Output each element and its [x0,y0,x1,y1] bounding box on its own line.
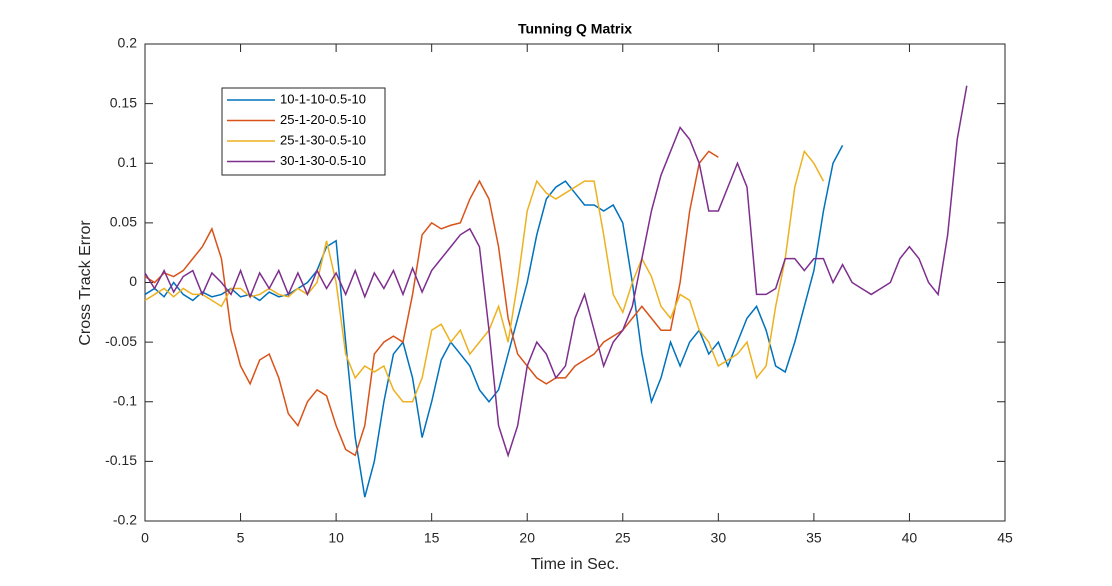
x-tick-label: 10 [328,530,344,546]
series-line [144,85,968,458]
x-tick-label: 0 [141,530,149,546]
y-tick-label: 0.15 [110,94,137,110]
x-tick-label: 20 [519,530,535,546]
legend: 10-1-10-0.5-10 25-1-20-0.5-10 25-1-30-0.5-… [221,87,386,176]
axes-box [144,43,1006,522]
y-tick-label: 0.05 [110,214,137,230]
y-tick-label: -0.2 [113,512,137,528]
y-tick-label: -0.1 [113,392,137,408]
x-tick-label: 25 [615,530,631,546]
legend-label: 30-1-30-0.5-10 [280,153,366,168]
y-tick-label: 0.2 [118,35,138,51]
y-tick-label: -0.15 [105,452,137,468]
legend-box [221,87,386,176]
legend-label: 10-1-10-0.5-10 [280,91,366,106]
x-tick-label: 45 [997,530,1013,546]
x-tick-label: 35 [806,530,822,546]
x-tick-label: 5 [237,530,245,546]
y-tick-label: -0.05 [105,333,137,349]
series-line [144,149,825,403]
x-tick-label: 30 [711,530,727,546]
y-axis-label: Cross Track Error [77,220,94,346]
x-tick-label: 15 [424,530,440,546]
y-tick-label: 0 [129,273,137,289]
legend-label: 25-1-20-0.5-10 [280,112,366,127]
series-line [144,145,844,498]
y-tick-label: 0.1 [118,154,138,170]
x-axis-label: Time in Sec. [531,556,619,573]
legend-label: 25-1-30-0.5-10 [280,132,366,147]
chart-title: Tunning Q Matrix [518,21,632,37]
x-tick-label: 40 [902,530,918,546]
